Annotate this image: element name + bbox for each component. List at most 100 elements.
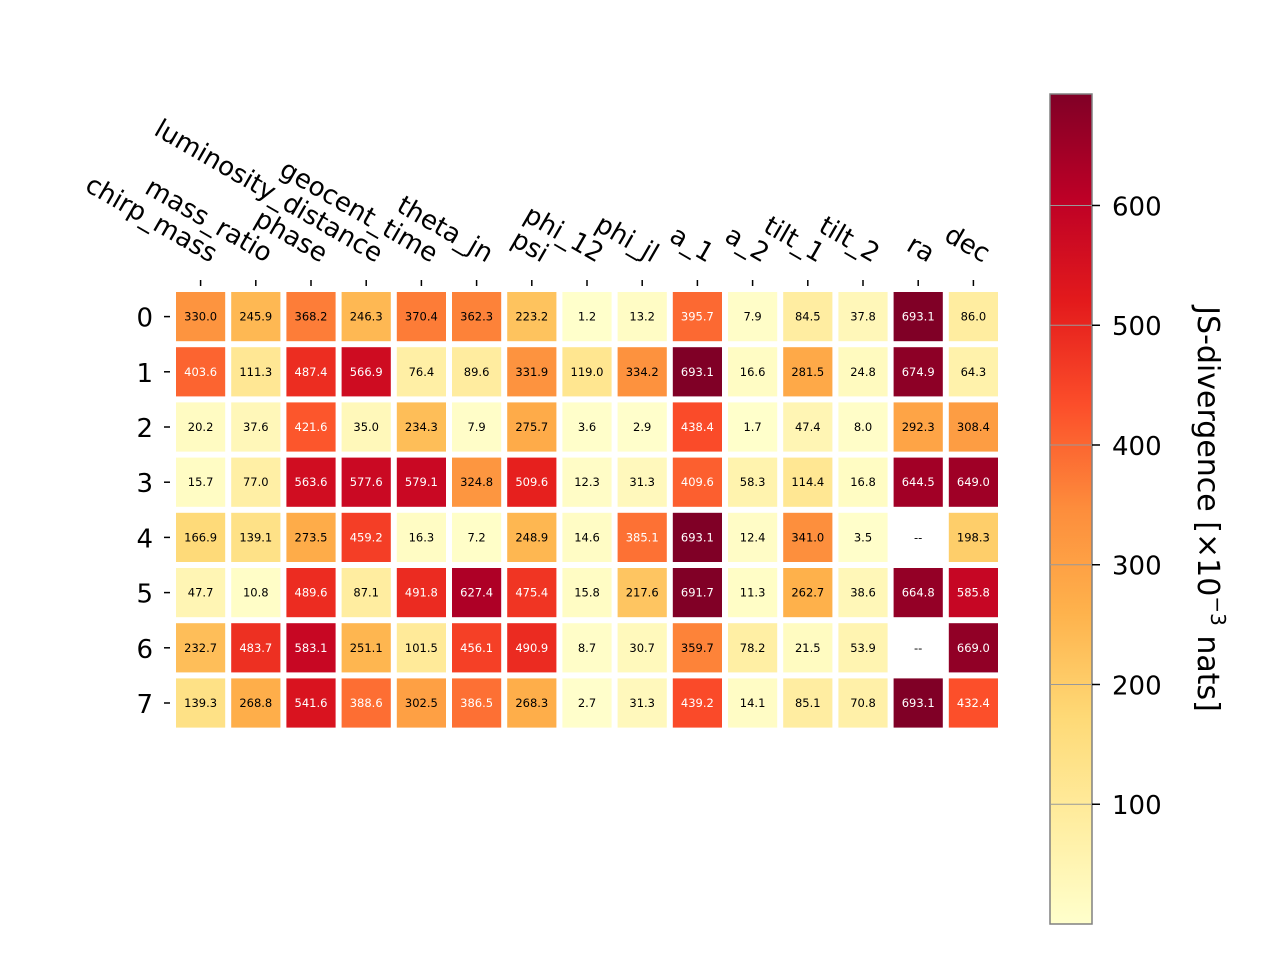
heatmap-cell-7-luminosity_distance <box>341 678 391 728</box>
heatmap-cell-2-ra <box>893 402 943 452</box>
heatmap-cell-2-phi_12 <box>562 402 612 452</box>
cell-value-label: 101.5 <box>405 641 438 655</box>
cell-missing-label: -- <box>914 641 922 655</box>
colorbar-tick-label: 300 <box>1112 552 1162 582</box>
heatmap-cell-3-a_1 <box>672 457 722 507</box>
heatmap-cell-1-chirp_mass <box>176 347 226 397</box>
cell-value-label: 232.7 <box>184 641 217 655</box>
heatmap-cell-2-psi <box>507 402 557 452</box>
cell-value-label: 198.3 <box>957 530 990 544</box>
cell-value-label: 7.9 <box>467 420 485 434</box>
heatmap-cell-4-phi_12 <box>562 512 612 562</box>
cell-value-label: 245.9 <box>239 310 272 324</box>
heatmap-cell-4-a_1 <box>672 512 722 562</box>
heatmap-cell-0-phi_12 <box>562 292 612 342</box>
cell-value-label: 234.3 <box>405 420 438 434</box>
row-tick-label: 4 <box>136 524 153 554</box>
cell-value-label: 13.2 <box>629 310 655 324</box>
heatmap-cell-1-geocent_time <box>396 347 446 397</box>
cell-value-label: 8.7 <box>578 641 596 655</box>
cell-value-label: 21.5 <box>795 641 821 655</box>
heatmap-cell-7-phase <box>286 678 336 728</box>
cell-value-label: 47.7 <box>188 586 214 600</box>
cell-value-label: 12.3 <box>574 475 600 489</box>
cell-value-label: 77.0 <box>243 475 269 489</box>
cell-value-label: 166.9 <box>184 530 217 544</box>
heatmap-cell-0-tilt_2 <box>838 292 888 342</box>
cell-value-label: 566.9 <box>350 365 383 379</box>
heatmap-cell-0-ra <box>893 292 943 342</box>
cell-value-label: 664.8 <box>902 586 935 600</box>
cell-value-label: 14.6 <box>574 530 600 544</box>
heatmap-cell-2-theta_jn <box>452 402 502 452</box>
colorbar: 100 200 300 400 500 600 JS-divergence [×10−3 n… <box>1049 93 1230 925</box>
heatmap-cell-3-phi_12 <box>562 457 612 507</box>
heatmap-cell-6-phi_jl <box>617 623 667 673</box>
heatmap-cell-3-a_2 <box>728 457 778 507</box>
heatmap-cell-1-a_2 <box>728 347 778 397</box>
cell-value-label: 268.3 <box>515 696 548 710</box>
cell-value-label: 649.0 <box>957 475 990 489</box>
cell-value-label: 7.2 <box>467 530 485 544</box>
row-tick-label: 2 <box>136 414 153 444</box>
cell-value-label: 359.7 <box>681 641 714 655</box>
cell-value-label: 330.0 <box>184 310 217 324</box>
cell-missing-label: -- <box>914 530 922 544</box>
heatmap-cell-1-phi_12 <box>562 347 612 397</box>
heatmap-cell-6-a_1 <box>672 623 722 673</box>
cell-value-label: 64.3 <box>961 365 987 379</box>
cell-value-label: 439.2 <box>681 696 714 710</box>
cell-value-label: 53.9 <box>850 641 876 655</box>
column-tick-label: a_1 <box>665 220 719 269</box>
cell-value-label: 31.3 <box>629 475 655 489</box>
heatmap-cell-7-phi_jl <box>617 678 667 728</box>
colorbar-tick-label: 400 <box>1112 432 1162 462</box>
cell-value-label: 2.9 <box>633 420 651 434</box>
cell-value-label: 395.7 <box>681 310 714 324</box>
heatmap-cell-4-psi <box>507 512 557 562</box>
heatmap-cell-4-theta_jn <box>452 512 502 562</box>
heatmap-cell-1-dec <box>948 347 998 397</box>
heatmap-cell-2-chirp_mass <box>176 402 226 452</box>
heatmap-cell-0-chirp_mass <box>176 292 226 342</box>
heatmap-cell-1-theta_jn <box>452 347 502 397</box>
cell-value-label: 15.7 <box>188 475 214 489</box>
heatmap-cell-0-geocent_time <box>396 292 446 342</box>
heatmap-cell-2-tilt_1 <box>783 402 833 452</box>
heatmap-cell-6-mass_ratio <box>231 623 281 673</box>
heatmap-cell-3-phi_jl <box>617 457 667 507</box>
cell-value-label: 85.1 <box>795 696 821 710</box>
cell-value-label: 15.8 <box>574 586 600 600</box>
row-tick-labels: 0 1 2 3 4 5 6 7 <box>136 304 170 720</box>
cell-value-label: 577.6 <box>350 475 383 489</box>
cell-value-label: 11.3 <box>740 586 766 600</box>
heatmap-cell-0-phase <box>286 292 336 342</box>
cell-value-label: 302.5 <box>405 696 438 710</box>
cell-value-label: 87.1 <box>353 586 379 600</box>
heatmap-cell-6-dec <box>948 623 998 673</box>
cell-value-label: 47.4 <box>795 420 821 434</box>
cell-value-label: 37.8 <box>850 310 876 324</box>
heatmap-cell-5-dec <box>948 568 998 618</box>
cell-value-label: 139.1 <box>239 530 272 544</box>
cell-value-label: 693.1 <box>902 310 935 324</box>
column-tick-labels: chirp_massmass_ratiophaseluminosity_dist… <box>80 114 995 286</box>
cell-value-label: 139.3 <box>184 696 217 710</box>
cell-value-label: 483.7 <box>239 641 272 655</box>
cell-value-label: 31.3 <box>629 696 655 710</box>
cell-value-label: 30.7 <box>629 641 655 655</box>
cell-value-label: 583.1 <box>295 641 328 655</box>
heatmap-cell-7-geocent_time <box>396 678 446 728</box>
cell-value-label: 691.7 <box>681 586 714 600</box>
row-tick-label: 0 <box>136 304 153 334</box>
cell-value-label: 563.6 <box>295 475 328 489</box>
cell-value-label: 275.7 <box>515 420 548 434</box>
cell-value-label: 2.7 <box>578 696 596 710</box>
heatmap-cell-6-psi <box>507 623 557 673</box>
heatmap-cell-2-phi_jl <box>617 402 667 452</box>
heatmap-cell-2-mass_ratio <box>231 402 281 452</box>
heatmap-cell-3-geocent_time <box>396 457 446 507</box>
cell-value-label: 386.5 <box>460 696 493 710</box>
heatmap-cell-3-ra <box>893 457 943 507</box>
heatmap-cell-1-luminosity_distance <box>341 347 391 397</box>
